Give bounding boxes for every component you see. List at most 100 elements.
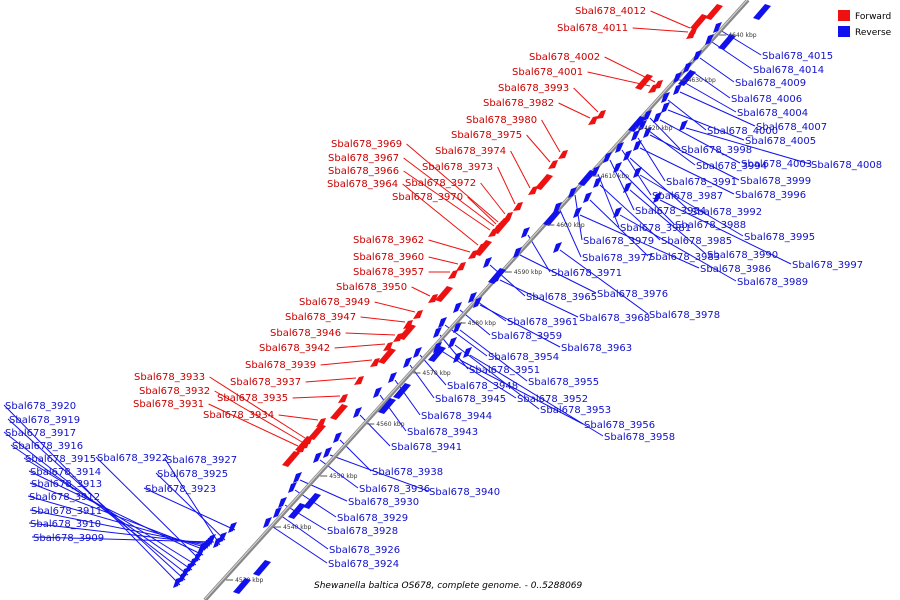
forward-gene-label[interactable]: Sbal678_3947	[285, 312, 356, 323]
reverse-gene-label[interactable]: Sbal678_3917	[5, 428, 76, 439]
forward-gene-label[interactable]: Sbal678_3946	[270, 328, 341, 339]
reverse-gene-label[interactable]: Sbal678_3910	[30, 519, 101, 530]
reverse-gene-block[interactable]	[718, 34, 736, 50]
reverse-gene-label[interactable]: Sbal678_3984	[635, 206, 706, 217]
reverse-gene-label[interactable]: Sbal678_3994	[696, 161, 767, 172]
reverse-gene-label[interactable]: Sbal678_4003	[741, 159, 812, 170]
forward-gene-label[interactable]: Sbal678_3964	[327, 179, 398, 190]
forward-gene-glyph[interactable]	[528, 186, 538, 195]
reverse-gene-label[interactable]: Sbal678_3997	[792, 260, 863, 271]
forward-gene-label[interactable]: Sbal678_4002	[529, 52, 600, 63]
reverse-gene-glyph[interactable]	[661, 92, 670, 103]
reverse-gene-label[interactable]: Sbal678_3925	[157, 469, 228, 480]
forward-gene-glyph[interactable]	[648, 84, 658, 93]
forward-gene-glyph[interactable]	[338, 394, 348, 403]
forward-gene-label[interactable]: Sbal678_3966	[328, 166, 399, 177]
forward-gene-label[interactable]: Sbal678_3967	[328, 153, 399, 164]
reverse-gene-glyph[interactable]	[673, 84, 682, 95]
reverse-gene-label[interactable]: Sbal678_3995	[744, 232, 815, 243]
forward-gene-glyph[interactable]	[383, 342, 393, 351]
reverse-gene-label[interactable]: Sbal678_3927	[166, 455, 237, 466]
reverse-gene-label[interactable]: Sbal678_3968	[579, 313, 650, 324]
forward-gene-glyph[interactable]	[558, 150, 568, 159]
reverse-gene-block[interactable]	[288, 503, 306, 519]
reverse-gene-label[interactable]: Sbal678_3944	[421, 411, 492, 422]
forward-gene-glyph[interactable]	[456, 262, 466, 271]
forward-gene-glyph[interactable]	[588, 116, 598, 125]
forward-gene-label[interactable]: Sbal678_3949	[299, 297, 370, 308]
reverse-gene-block[interactable]	[488, 268, 506, 284]
forward-gene-block[interactable]	[308, 424, 326, 440]
reverse-gene-glyph[interactable]	[293, 472, 302, 483]
reverse-gene-label[interactable]: Sbal678_3923	[145, 484, 216, 495]
reverse-gene-label[interactable]: Sbal678_4005	[745, 136, 816, 147]
reverse-gene-glyph[interactable]	[683, 62, 692, 73]
forward-gene-label[interactable]: Sbal678_3960	[353, 252, 424, 263]
forward-gene-glyph[interactable]	[513, 202, 523, 211]
reverse-gene-glyph[interactable]	[713, 22, 722, 33]
reverse-gene-label[interactable]: Sbal678_3951	[469, 365, 540, 376]
reverse-gene-glyph[interactable]	[661, 102, 670, 113]
reverse-gene-glyph[interactable]	[433, 342, 442, 353]
forward-gene-label[interactable]: Sbal678_3993	[498, 83, 569, 94]
reverse-gene-label[interactable]: Sbal678_3940	[429, 487, 500, 498]
reverse-gene-label[interactable]: Sbal678_4014	[753, 65, 824, 76]
reverse-gene-label[interactable]: Sbal678_3991	[666, 177, 737, 188]
forward-gene-label[interactable]: Sbal678_3939	[245, 360, 316, 371]
reverse-gene-label[interactable]: Sbal678_3988	[675, 220, 746, 231]
reverse-gene-glyph[interactable]	[473, 297, 482, 308]
reverse-gene-label[interactable]: Sbal678_3977	[582, 253, 653, 264]
reverse-gene-label[interactable]: Sbal678_3938	[372, 467, 443, 478]
reverse-gene-label[interactable]: Sbal678_3916	[12, 441, 83, 452]
forward-gene-label[interactable]: Sbal678_3962	[353, 235, 424, 246]
reverse-gene-label[interactable]: Sbal678_3913	[31, 479, 102, 490]
reverse-gene-label[interactable]: Sbal678_3990	[707, 250, 778, 261]
reverse-gene-label[interactable]: Sbal678_3979	[583, 236, 654, 247]
forward-gene-label[interactable]: Sbal678_4012	[575, 6, 646, 17]
reverse-gene-label[interactable]: Sbal678_4000	[707, 126, 778, 137]
reverse-gene-glyph[interactable]	[513, 247, 522, 258]
forward-gene-glyph[interactable]	[354, 376, 364, 385]
reverse-gene-label[interactable]: Sbal678_3948	[447, 381, 518, 392]
forward-gene-label[interactable]: Sbal678_3970	[392, 192, 463, 203]
forward-gene-block[interactable]	[705, 4, 723, 20]
reverse-gene-glyph[interactable]	[388, 372, 397, 383]
forward-gene-block[interactable]	[295, 436, 313, 452]
reverse-gene-glyph[interactable]	[633, 167, 642, 178]
reverse-gene-label[interactable]: Sbal678_3996	[735, 190, 806, 201]
reverse-gene-label[interactable]: Sbal678_3955	[528, 377, 599, 388]
reverse-gene-glyph[interactable]	[613, 162, 622, 173]
reverse-gene-label[interactable]: Sbal678_4006	[731, 94, 802, 105]
forward-gene-label[interactable]: Sbal678_3982	[483, 98, 554, 109]
reverse-gene-label[interactable]: Sbal678_3956	[584, 420, 655, 431]
reverse-gene-glyph[interactable]	[453, 352, 462, 363]
reverse-gene-block[interactable]	[393, 383, 411, 399]
reverse-gene-label[interactable]: Sbal678_3930	[348, 497, 419, 508]
reverse-gene-label[interactable]: Sbal678_3983	[649, 252, 720, 263]
reverse-gene-block[interactable]	[628, 116, 646, 132]
reverse-gene-glyph[interactable]	[273, 507, 282, 518]
forward-gene-label[interactable]: Sbal678_3974	[435, 146, 506, 157]
reverse-gene-label[interactable]: Sbal678_3978	[649, 310, 720, 321]
reverse-gene-glyph[interactable]	[403, 357, 412, 368]
forward-gene-glyph[interactable]	[428, 294, 438, 303]
reverse-gene-label[interactable]: Sbal678_3976	[597, 289, 668, 300]
reverse-gene-label[interactable]: Sbal678_3971	[551, 268, 622, 279]
reverse-gene-glyph[interactable]	[373, 387, 382, 398]
reverse-gene-block[interactable]	[233, 578, 251, 594]
reverse-gene-glyph[interactable]	[623, 150, 632, 161]
reverse-gene-glyph[interactable]	[705, 34, 714, 45]
reverse-gene-label[interactable]: Sbal678_3959	[491, 331, 562, 342]
forward-gene-label[interactable]: Sbal678_3932	[139, 386, 210, 397]
reverse-gene-label[interactable]: Sbal678_3924	[328, 559, 399, 570]
reverse-gene-glyph[interactable]	[463, 347, 472, 358]
reverse-gene-glyph[interactable]	[278, 497, 287, 508]
reverse-gene-label[interactable]: Sbal678_4015	[762, 51, 833, 62]
forward-gene-block[interactable]	[535, 174, 553, 190]
reverse-gene-glyph[interactable]	[673, 72, 682, 83]
reverse-gene-block[interactable]	[303, 493, 321, 509]
reverse-gene-label[interactable]: Sbal678_3914	[30, 467, 101, 478]
reverse-gene-glyph[interactable]	[438, 317, 447, 328]
reverse-gene-block[interactable]	[578, 170, 596, 186]
reverse-gene-label[interactable]: Sbal678_4009	[735, 78, 806, 89]
